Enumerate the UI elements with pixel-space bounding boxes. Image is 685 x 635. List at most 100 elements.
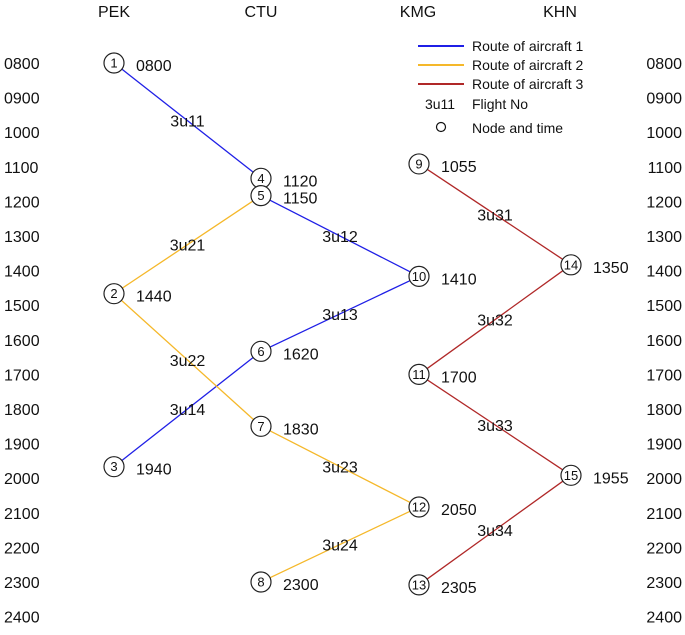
flight-label: 3u33 — [477, 418, 513, 435]
node-number: 14 — [564, 257, 578, 272]
legend-flight-label: Flight No — [472, 96, 528, 112]
legend-label-aircraft-1: Route of aircraft 1 — [472, 38, 583, 54]
node-circle — [408, 496, 430, 518]
node-time: 1055 — [441, 159, 477, 176]
node-number: 13 — [412, 577, 426, 592]
node-number: 8 — [257, 575, 264, 590]
node-14: 14 1350 — [560, 254, 629, 277]
flight-label: 3u12 — [322, 229, 358, 246]
station-header-kmg: KMG — [400, 4, 436, 21]
node-time: 1350 — [593, 260, 629, 277]
time-label-left: 1800 — [4, 402, 40, 419]
node-time: 1830 — [283, 421, 319, 438]
time-label-right: 2000 — [646, 471, 682, 488]
time-label-right: 1500 — [646, 298, 682, 315]
node-9: 9 1055 — [408, 153, 477, 176]
node-circle — [560, 464, 582, 486]
node-circle — [250, 185, 272, 207]
node-12: 12 2050 — [408, 496, 477, 519]
node-circle — [250, 340, 272, 362]
node-circle — [408, 265, 430, 287]
time-label-left: 1000 — [4, 125, 40, 142]
node-3: 3 1940 — [103, 456, 172, 479]
flight-routes — [120, 68, 564, 580]
route-segment-3u31 — [426, 168, 564, 260]
time-label-left: 1200 — [4, 194, 40, 211]
legend-flight-sample: 3u11 — [425, 96, 455, 112]
node-circle — [408, 574, 430, 596]
time-label-left: 1700 — [4, 367, 40, 384]
node-circle — [408, 153, 430, 175]
node-time: 2300 — [283, 577, 319, 594]
time-label-left: 1400 — [4, 264, 40, 281]
time-label-left: 2000 — [4, 471, 40, 488]
node-time: 1440 — [136, 289, 172, 306]
node-11: 11 1700 — [408, 363, 477, 386]
flight-label: 3u32 — [477, 313, 513, 330]
legend-label-aircraft-3: Route of aircraft 3 — [472, 76, 583, 92]
node-time: 1940 — [136, 462, 172, 479]
node-10: 10 1410 — [408, 265, 477, 288]
node-time: 1620 — [283, 346, 319, 363]
node-time: 0800 — [136, 58, 172, 75]
time-label-right: 1200 — [646, 194, 682, 211]
node-4: 4 1120 — [250, 167, 318, 190]
node-5: 5 1150 — [250, 185, 318, 208]
time-label-right: 1600 — [646, 333, 682, 350]
time-label-right: 1400 — [646, 264, 682, 281]
node-2: 2 1440 — [103, 283, 172, 306]
time-label-right: 2400 — [646, 610, 682, 627]
node-number: 12 — [412, 500, 426, 515]
node-number: 4 — [257, 171, 264, 186]
time-label-right: 2300 — [646, 575, 682, 592]
station-header-ctu: CTU — [245, 4, 278, 21]
station-headers: PEK CTU KMG KHN — [98, 4, 577, 21]
flight-label: 3u13 — [322, 307, 358, 324]
node-number: 15 — [564, 468, 578, 483]
route-segment-3u32 — [426, 270, 564, 370]
node-number: 9 — [415, 156, 422, 171]
time-label-left: 1600 — [4, 333, 40, 350]
flight-label: 3u31 — [477, 207, 513, 224]
node-time: 1955 — [593, 470, 629, 487]
time-label-left: 1900 — [4, 437, 40, 454]
node-circle — [103, 283, 125, 305]
time-label-right: 1000 — [646, 125, 682, 142]
node-circle — [560, 254, 582, 276]
time-label-left: 1100 — [4, 160, 39, 177]
time-axis-right: 0800 0900 1000 1100 1200 1300 1400 1500 1600 1700… — [646, 56, 682, 627]
node-15: 15 1955 — [560, 464, 629, 487]
time-label-left: 0900 — [4, 91, 40, 108]
time-label-left: 1500 — [4, 298, 40, 315]
route-segment-3u11 — [121, 68, 254, 173]
node-number: 11 — [412, 367, 426, 382]
node-time: 2050 — [441, 502, 477, 519]
node-circle — [408, 363, 430, 385]
legend-node-symbol — [435, 121, 447, 133]
flight-label: 3u14 — [170, 402, 206, 419]
station-header-pek: PEK — [98, 4, 130, 21]
time-label-right: 2100 — [646, 506, 682, 523]
route-segment-3u21 — [121, 200, 254, 289]
route-segment-3u22 — [120, 299, 255, 421]
time-label-left: 2400 — [4, 610, 40, 627]
node-number: 7 — [257, 419, 264, 434]
route-nodes: 1 0800 2 1440 3 1940 4 1120 5 1150 6 1620 7 1830 8 2300… — [103, 52, 629, 597]
node-1: 1 0800 — [103, 52, 172, 75]
time-label-left: 2100 — [4, 506, 40, 523]
time-label-right: 0800 — [646, 56, 682, 73]
time-label-left: 2300 — [4, 575, 40, 592]
time-label-right: 1700 — [646, 367, 682, 384]
station-header-khn: KHN — [543, 4, 577, 21]
flight-label: 3u23 — [322, 460, 358, 477]
node-circle — [250, 415, 272, 437]
route-segment-3u12 — [269, 199, 411, 273]
time-label-right: 2200 — [646, 540, 682, 557]
node-time: 1120 — [283, 173, 318, 190]
node-circle — [250, 571, 272, 593]
route-segment-3u23 — [269, 430, 411, 504]
node-number: 3 — [110, 459, 117, 474]
node-time: 1150 — [283, 191, 318, 208]
time-label-left: 2200 — [4, 540, 40, 557]
flight-label: 3u22 — [170, 353, 206, 370]
